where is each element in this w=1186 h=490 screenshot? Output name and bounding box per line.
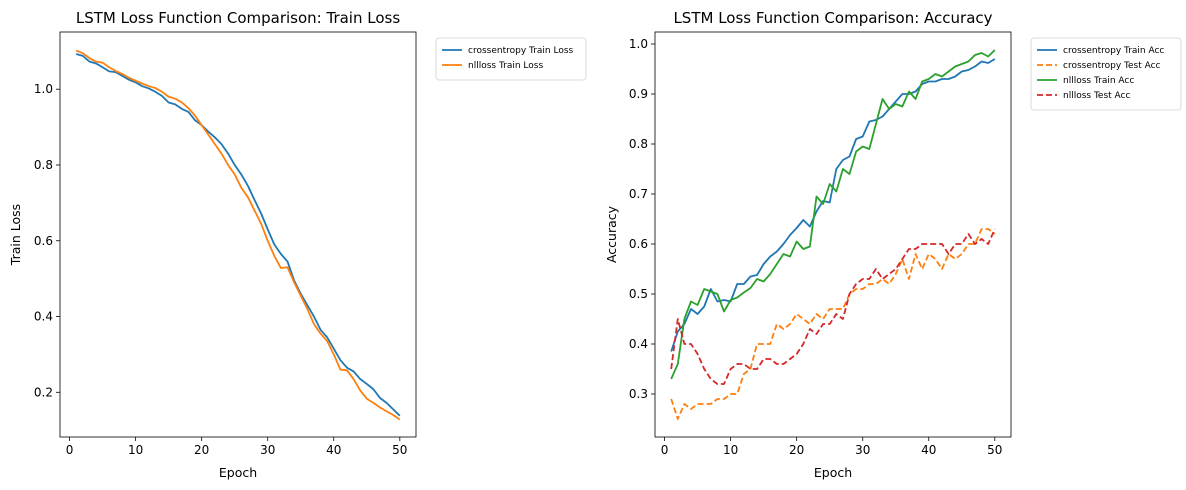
accuracy-x-tick-label: 40 [921, 443, 936, 457]
train-loss-x-axis-label: Epoch [219, 465, 257, 480]
train-loss-y-tick-label: 0.2 [34, 385, 53, 399]
accuracy-x-tick-label: 0 [661, 443, 669, 457]
accuracy-x-tick-label: 30 [855, 443, 870, 457]
accuracy-y-tick-label: 0.5 [629, 287, 648, 301]
train-loss-x-tick-label: 10 [128, 443, 143, 457]
train-loss-y-tick-label: 0.6 [34, 234, 53, 248]
train-loss-x-tick-label: 40 [326, 443, 341, 457]
accuracy-legend-label: nllloss Test Acc [1063, 91, 1130, 101]
accuracy-legend-label: crossentropy Test Acc [1063, 61, 1161, 71]
train-loss-y-tick-label: 1.0 [34, 82, 53, 96]
accuracy-legend-label: crossentropy Train Acc [1063, 46, 1164, 56]
accuracy-y-tick-label: 1.0 [629, 37, 648, 51]
train-loss-x-tick-label: 0 [66, 443, 74, 457]
train-loss-y-tick-label: 0.8 [34, 158, 53, 172]
train-loss-legend: crossentropy Train Loss nllloss Train Los… [436, 38, 586, 80]
accuracy-y-tick-label: 0.9 [629, 87, 648, 101]
accuracy-y-tick-label: 0.4 [629, 337, 648, 351]
accuracy-x-tick-label: 20 [789, 443, 804, 457]
train-loss-legend-box [436, 38, 586, 80]
train-loss-plot-area [60, 32, 416, 437]
accuracy-y-tick-label: 0.3 [629, 387, 648, 401]
train-loss-x-tick-label: 20 [194, 443, 209, 457]
train-loss-legend-label: nllloss Train Loss [468, 61, 543, 71]
train-loss-y-tick-label: 0.4 [34, 310, 53, 324]
accuracy-x-tick-label: 10 [723, 443, 738, 457]
accuracy-legend: crossentropy Train Acc crossentropy Test … [1031, 38, 1181, 110]
accuracy-x-tick-label: 50 [987, 443, 1002, 457]
train-loss-x-tick-label: 30 [260, 443, 275, 457]
accuracy-legend-label: nllloss Train Acc [1063, 76, 1134, 86]
train-loss-title: LSTM Loss Function Comparison: Train Los… [76, 9, 400, 27]
train-loss-legend-label: crossentropy Train Loss [468, 46, 574, 56]
accuracy-title: LSTM Loss Function Comparison: Accuracy [673, 9, 992, 27]
train-loss-x-tick-label: 50 [392, 443, 407, 457]
accuracy-y-tick-label: 0.6 [629, 237, 648, 251]
train-loss-y-axis-label: Train Loss [8, 204, 23, 266]
accuracy-y-axis-label: Accuracy [604, 205, 619, 263]
accuracy-y-tick-label: 0.7 [629, 187, 648, 201]
accuracy-y-tick-label: 0.8 [629, 137, 648, 151]
accuracy-x-axis-label: Epoch [814, 465, 852, 480]
